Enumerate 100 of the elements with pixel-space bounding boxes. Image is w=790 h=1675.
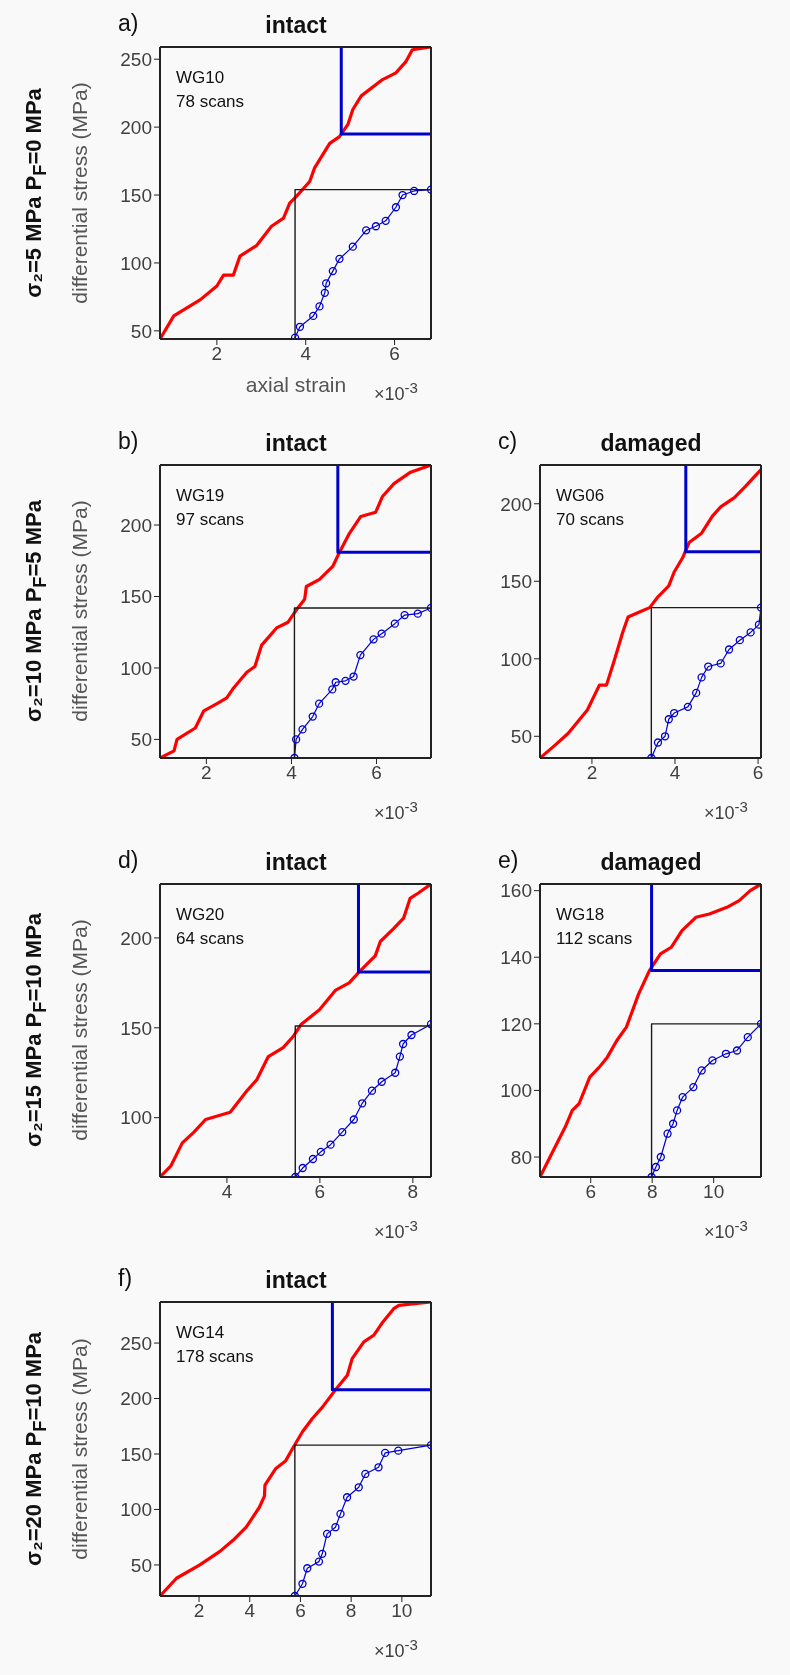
point	[704, 662, 713, 671]
point	[342, 1493, 352, 1502]
annotation: WG14	[176, 1323, 225, 1343]
line-series	[160, 47, 431, 339]
y-tick-label: 150	[120, 586, 152, 608]
y-tick-label: 100	[120, 1499, 152, 1521]
point	[407, 1030, 416, 1040]
chart-title: intact	[264, 12, 328, 39]
y-tick-label: 120	[500, 1013, 532, 1035]
point	[390, 619, 399, 628]
y-tick-label: 200	[500, 493, 532, 515]
point	[314, 1557, 324, 1566]
point	[338, 1127, 347, 1137]
point	[361, 226, 371, 235]
y-tick-label: 200	[120, 1388, 152, 1410]
point	[298, 1163, 307, 1173]
point	[660, 732, 670, 741]
x-tick-label: 6	[585, 1181, 597, 1203]
point	[683, 702, 693, 711]
point	[328, 266, 337, 276]
point	[291, 735, 301, 744]
point	[356, 650, 365, 660]
point	[374, 1463, 383, 1472]
point	[724, 645, 734, 654]
text: ×10$^{-3}$	[704, 798, 748, 824]
text: e)	[498, 847, 519, 874]
point	[349, 1115, 358, 1124]
point	[331, 1523, 340, 1532]
x-tick-label: 4	[286, 762, 298, 784]
y-tick-label: 150	[120, 184, 152, 206]
y-tick-label: 80	[510, 1146, 532, 1168]
point	[298, 725, 307, 734]
chart-title: damaged	[599, 430, 703, 457]
chart-title: intact	[264, 849, 328, 876]
y-axis-title: differential stress (MPa)	[68, 81, 92, 304]
point	[743, 1033, 752, 1042]
point	[668, 1119, 678, 1128]
text: ×10$^{-3}$	[374, 1636, 418, 1662]
y-tick-label: 50	[130, 1554, 152, 1576]
point	[721, 1049, 731, 1058]
point	[303, 1564, 312, 1573]
point	[732, 1046, 742, 1055]
x-tick-label: 4	[244, 1600, 256, 1622]
text: ×10$^{-3}$	[374, 798, 418, 824]
point	[322, 279, 331, 288]
y-tick-label: 160	[500, 880, 532, 902]
point	[663, 1129, 672, 1138]
point	[367, 1086, 377, 1095]
point	[315, 302, 324, 311]
line-series	[540, 884, 761, 1177]
point	[308, 1154, 318, 1164]
point	[708, 1056, 717, 1065]
point	[400, 610, 409, 620]
y-axis-title: differential stress (MPa)	[68, 500, 92, 722]
x-tick-label: 6	[314, 1181, 326, 1203]
annotation: 78 scans	[176, 92, 245, 112]
point	[398, 190, 407, 200]
point	[336, 1509, 345, 1519]
x-tick-label: 4	[300, 343, 312, 365]
point	[692, 688, 701, 698]
annotation: WG20	[176, 905, 225, 925]
point	[322, 1529, 332, 1539]
point	[697, 673, 706, 682]
point	[413, 609, 422, 618]
point	[341, 676, 350, 685]
point	[664, 715, 673, 724]
point	[391, 1068, 400, 1077]
y-tick-label: 100	[120, 657, 152, 679]
point	[395, 1052, 405, 1061]
x-tick-label: 4	[669, 762, 681, 784]
x-tick-label: 8	[646, 1181, 658, 1203]
text: ×10$^{-3}$	[374, 1217, 418, 1243]
y-axis-title: differential stress (MPa)	[68, 1337, 92, 1560]
x-tick-label: 2	[201, 762, 212, 784]
point	[398, 1039, 408, 1049]
point	[651, 1162, 661, 1172]
point	[746, 628, 755, 637]
point	[672, 1106, 682, 1115]
point	[335, 254, 344, 264]
point	[689, 1082, 698, 1092]
chart-title: intact	[264, 1267, 328, 1294]
x-tick-label: 6	[371, 762, 382, 784]
point	[735, 636, 744, 645]
point	[309, 311, 318, 321]
point	[394, 1446, 403, 1455]
point	[381, 216, 390, 225]
point	[377, 629, 386, 638]
x-tick-label: 6	[295, 1600, 306, 1622]
x-axis-title: axial strain	[245, 373, 347, 396]
x-tick-label: 6	[752, 762, 764, 784]
y-tick-label: 150	[120, 1017, 152, 1039]
y-tick-label: 100	[120, 1107, 152, 1129]
annotation: 178 scans	[176, 1347, 254, 1367]
x-tick-label: 10	[391, 1600, 413, 1622]
point	[380, 1448, 390, 1458]
x-tick-label: 4	[221, 1181, 233, 1203]
x-tick-label: 2	[586, 762, 598, 784]
point	[316, 1147, 325, 1156]
x-tick-label: 8	[345, 1600, 357, 1622]
y-tick-label: 250	[120, 1332, 152, 1354]
